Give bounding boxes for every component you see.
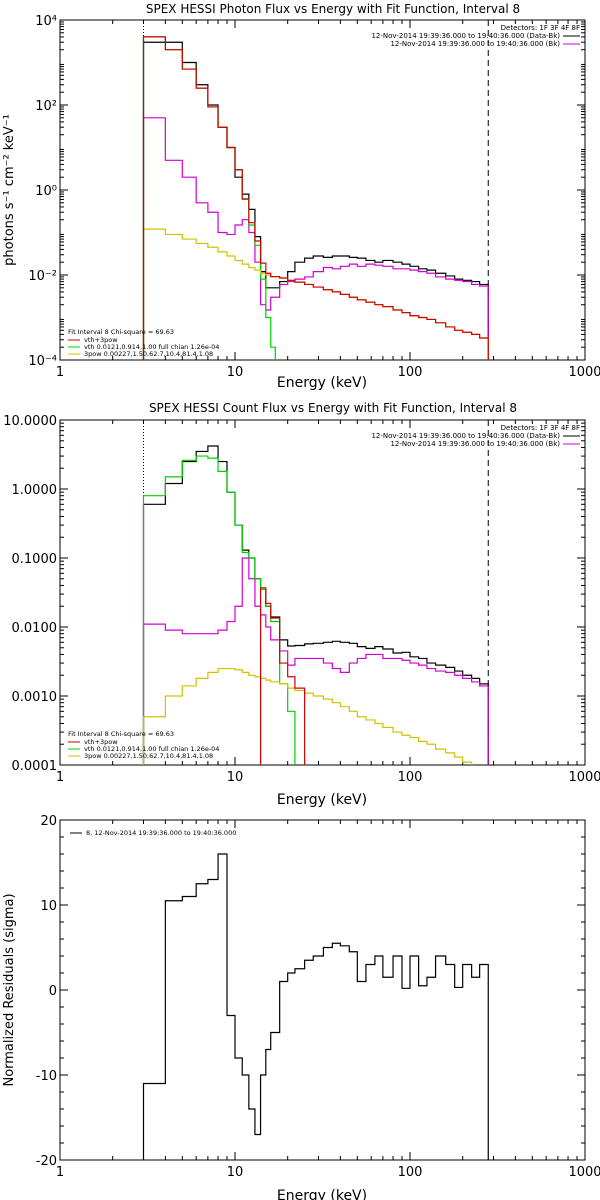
photon-flux-fit-legend-vth-3pow: vth+3pow bbox=[84, 336, 118, 344]
photon-flux-series-vth bbox=[142, 36, 276, 360]
photon-flux-fit-legend-3pow: 3pow 0.00227,1.50,62.7,10.4,81.4,1.08 bbox=[84, 350, 213, 358]
photon-flux-title: SPEX HESSI Photon Flux vs Energy with Fi… bbox=[146, 2, 520, 16]
photon-flux-panel: SPEX HESSI Photon Flux vs Energy with Fi… bbox=[2, 2, 600, 391]
residuals-x-tick-label: 1 bbox=[56, 1165, 64, 1180]
photon-flux-series-bk bbox=[142, 117, 489, 360]
photon-flux-x-tick-label: 100 bbox=[398, 365, 423, 380]
count-flux-title: SPEX HESSI Count Flux vs Energy with Fit… bbox=[149, 401, 517, 415]
residuals-series-8-12-nov-2014-19-39-36-000-to-19-40-36-000 bbox=[142, 853, 489, 1160]
count-flux-panel: SPEX HESSI Count Flux vs Energy with Fit… bbox=[3, 401, 600, 808]
photon-flux-y-tick-label: 10⁻⁴ bbox=[28, 354, 57, 369]
photon-flux-x-tick-label: 10 bbox=[227, 365, 244, 380]
count-flux-fit-legend-vth-3pow: vth+3pow bbox=[84, 738, 118, 746]
count-flux-fit-interval-text: Fit Interval 8 Chi-square = 69.63 bbox=[68, 730, 174, 738]
residuals-x-tick-label: 100 bbox=[398, 1165, 423, 1180]
count-flux-fit-legend-3pow: 3pow 0.00227,1.50,62.7,10.4,81.4,1.08 bbox=[84, 752, 213, 760]
photon-flux-y-tick-label: 10⁻² bbox=[28, 269, 57, 284]
photon-flux-y-axis-label: photons s⁻¹ cm⁻² keV⁻¹ bbox=[2, 114, 17, 266]
residuals-x-axis-label: Energy (keV) bbox=[277, 1188, 367, 1200]
photon-flux-fit-interval-text: Fit Interval 8 Chi-square = 69.63 bbox=[68, 328, 174, 336]
count-flux-y-tick-label: 0.0001 bbox=[12, 759, 58, 774]
count-flux-series-bk bbox=[142, 557, 489, 765]
photon-flux-series-vth-3pow bbox=[142, 36, 489, 360]
count-flux-fit-legend-vth: vth 0.0121,0.914,1.00 full chian 1.26e-0… bbox=[84, 745, 219, 753]
residuals-x-tick-label: 1000 bbox=[568, 1165, 600, 1180]
residuals-y-tick-label: 0 bbox=[49, 984, 57, 999]
count-flux-x-axis-label: Energy (keV) bbox=[277, 792, 367, 808]
residuals-y-tick-label: -10 bbox=[36, 1069, 57, 1084]
count-flux-x-tick-label: 10 bbox=[227, 770, 244, 785]
count-flux-legend-data-bk: 12-Nov-2014 19:39:36.000 to 19:40:36.000… bbox=[371, 432, 560, 440]
residuals-legend-text: 8, 12-Nov-2014 19:39:36.000 to 19:40:36.… bbox=[86, 829, 236, 837]
residuals-plot-frame bbox=[59, 819, 586, 1161]
count-flux-series-data-bk bbox=[142, 445, 489, 765]
count-flux-plot-frame bbox=[59, 419, 586, 766]
photon-flux-series-3pow bbox=[142, 228, 489, 360]
count-flux-y-tick-label: 10.0000 bbox=[3, 414, 57, 429]
photon-flux-y-tick-label: 10⁰ bbox=[35, 184, 57, 199]
photon-flux-fit-legend-vth: vth 0.0121,0.914,1.00 full chian 1.26e-0… bbox=[84, 343, 219, 351]
count-flux-y-tick-label: 0.0010 bbox=[12, 690, 58, 705]
residuals-y-tick-label: -20 bbox=[36, 1154, 57, 1169]
photon-flux-x-tick-label: 1000 bbox=[568, 365, 600, 380]
photon-flux-legend-data-bk: 12-Nov-2014 19:39:36.000 to 19:40:36.000… bbox=[371, 32, 560, 40]
photon-flux-y-tick-label: 10² bbox=[35, 99, 57, 114]
count-flux-x-tick-label: 100 bbox=[398, 770, 423, 785]
count-flux-series-3pow bbox=[142, 667, 473, 765]
photon-flux-x-tick-label: 1 bbox=[56, 365, 64, 380]
photon-flux-plot-frame bbox=[59, 19, 586, 361]
photon-flux-legend-bk: 12-Nov-2014 19:39:36.000 to 19:40:36.000… bbox=[390, 40, 560, 48]
count-flux-series-vth-3pow bbox=[259, 587, 306, 765]
residuals-y-tick-label: 20 bbox=[40, 814, 57, 829]
count-flux-y-tick-label: 0.0100 bbox=[12, 621, 58, 636]
count-flux-y-tick-label: 0.1000 bbox=[12, 552, 58, 567]
count-flux-legend-detectors: Detectors: 1F 3F 4F 8F bbox=[501, 424, 580, 432]
residuals-y-axis-label: Normalized Residuals (sigma) bbox=[2, 893, 17, 1086]
residuals-x-tick-label: 10 bbox=[227, 1165, 244, 1180]
photon-flux-y-tick-label: 10⁴ bbox=[35, 14, 57, 29]
residuals-y-tick-label: 10 bbox=[40, 899, 57, 914]
count-flux-x-tick-label: 1000 bbox=[568, 770, 600, 785]
count-flux-x-tick-label: 1 bbox=[56, 770, 64, 785]
residuals-panel: 1 10 100 1000 -20 -10 0 10 20 Energy (keV) Norma… bbox=[2, 814, 600, 1200]
photon-flux-series-data-bk bbox=[142, 41, 489, 360]
count-flux-series-vth bbox=[142, 455, 296, 765]
count-flux-legend-bk: 12-Nov-2014 19:39:36.000 to 19:40:36.000… bbox=[390, 440, 560, 448]
count-flux-y-tick-label: 1.0000 bbox=[12, 483, 58, 498]
photon-flux-legend-detectors: Detectors: 1F 3F 4F 8F bbox=[501, 24, 580, 32]
photon-flux-x-axis-label: Energy (keV) bbox=[277, 375, 367, 391]
